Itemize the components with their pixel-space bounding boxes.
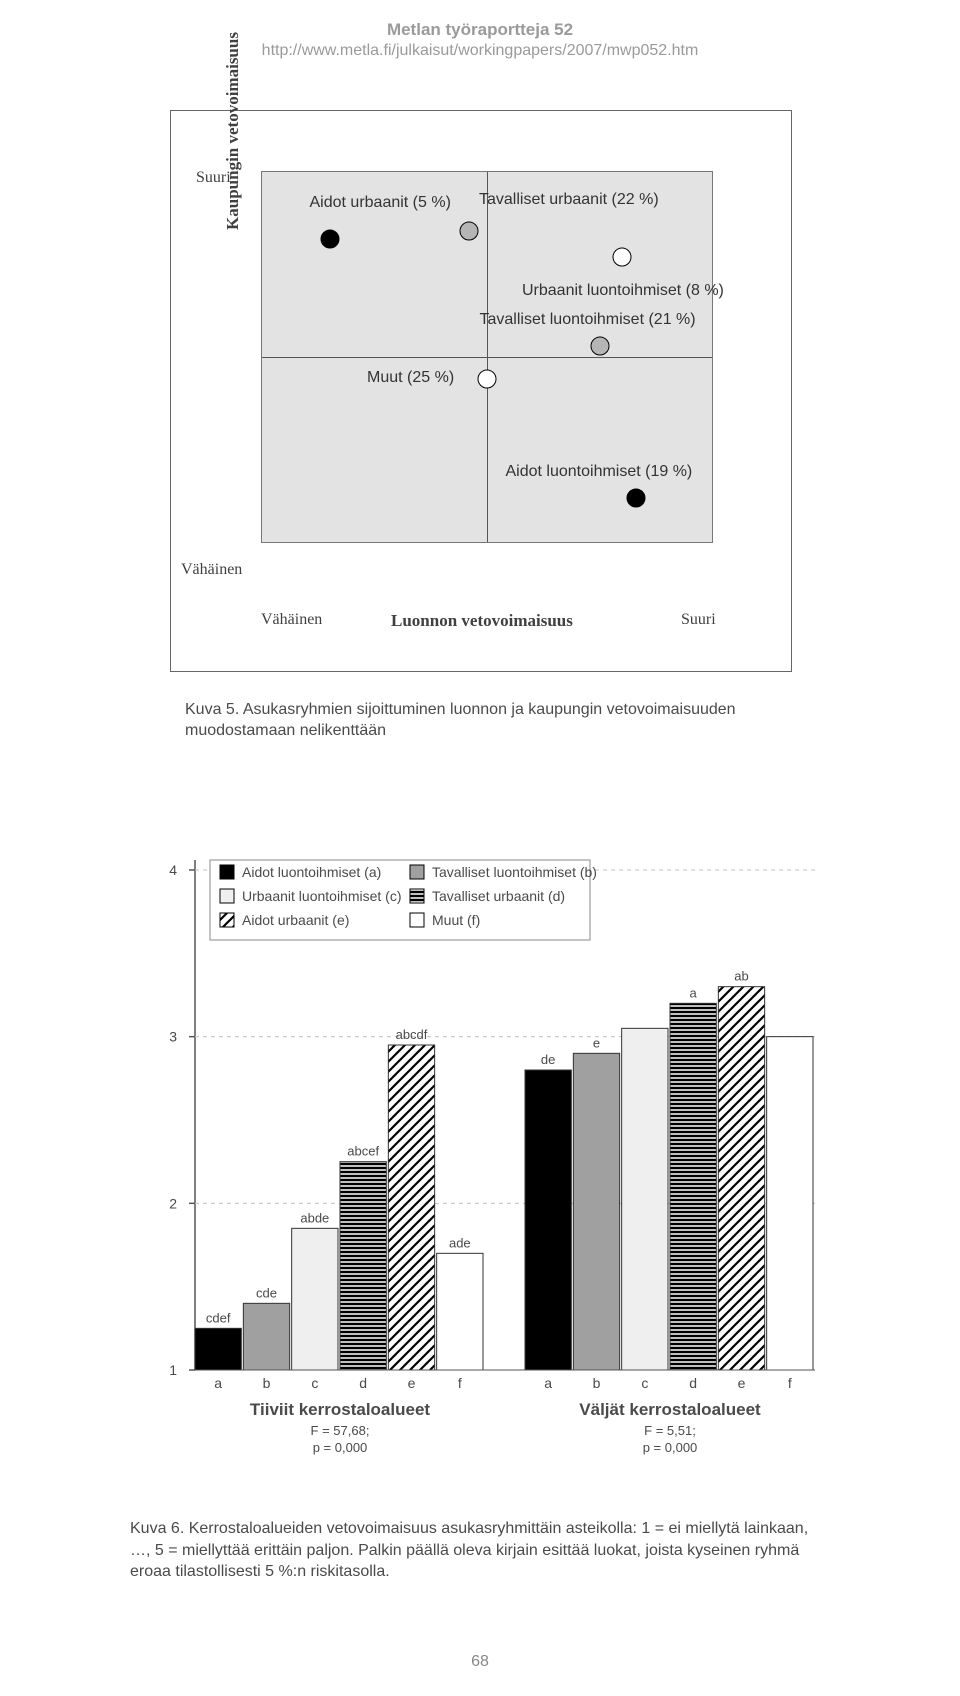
svg-text:b: b: [263, 1375, 271, 1391]
svg-text:a: a: [690, 985, 698, 1000]
svg-text:e: e: [408, 1375, 416, 1391]
header-url: http://www.metla.fi/julkaisut/workingpap…: [0, 42, 960, 60]
scatter-label: Tavalliset luontoihmiset (21 %): [480, 311, 696, 329]
svg-text:b: b: [593, 1375, 601, 1391]
scatter-point: [590, 336, 609, 355]
svg-text:e: e: [593, 1035, 600, 1050]
svg-text:Tiiviit kerrostaloalueet: Tiiviit kerrostaloalueet: [250, 1400, 430, 1419]
svg-text:e: e: [738, 1375, 746, 1391]
svg-text:Aidot urbaanit (e): Aidot urbaanit (e): [242, 912, 349, 928]
page-header: Metlan työraportteja 52 http://www.metla…: [0, 0, 960, 60]
header-title: Metlan työraportteja 52: [0, 20, 960, 40]
scatter-label: Urbaanit luontoihmiset (8 %): [522, 282, 724, 300]
bar: [340, 1162, 386, 1370]
page-container: Metlan työraportteja 52 http://www.metla…: [0, 0, 960, 1696]
svg-text:c: c: [311, 1375, 318, 1391]
bar: [195, 1328, 241, 1370]
bar: [292, 1228, 338, 1370]
fig5-plot-area: Aidot urbaanit (5 %) Tavalliset urbaanit …: [261, 171, 713, 543]
svg-text:abcdf: abcdf: [396, 1027, 428, 1042]
scatter-label: Aidot luontoihmiset (19 %): [506, 463, 693, 481]
scatter-point: [320, 229, 339, 248]
svg-text:Tavalliset urbaanit (d): Tavalliset urbaanit (d): [432, 888, 565, 904]
svg-text:2: 2: [169, 1195, 177, 1211]
figure-6-caption: Kuva 6. Kerrostaloalueiden vetovoimaisuu…: [130, 1518, 830, 1583]
bar: [388, 1045, 434, 1370]
bar: [243, 1303, 289, 1370]
svg-text:Väljät kerrostaloalueet: Väljät kerrostaloalueet: [579, 1400, 761, 1419]
svg-text:Aidot luontoihmiset (a): Aidot luontoihmiset (a): [242, 864, 381, 880]
scatter-point: [626, 488, 645, 507]
svg-text:F = 5,51;: F = 5,51;: [644, 1423, 696, 1438]
scatter-label: Muut (25 %): [367, 369, 454, 387]
figure-6-barchart: 1 2 3 4 Aidot luontoihmiset (a) Tavalliset lu…: [130, 790, 830, 1490]
page-number: 68: [0, 1653, 960, 1671]
scatter-label: Aidot urbaanit (5 %): [310, 194, 451, 212]
scatter-point: [478, 370, 497, 389]
svg-text:p = 0,000: p = 0,000: [643, 1440, 698, 1455]
svg-text:F = 57,68;: F = 57,68;: [311, 1423, 370, 1438]
bar: [622, 1028, 668, 1370]
scatter-point: [613, 248, 632, 267]
bar: [573, 1053, 619, 1370]
bar: [670, 1003, 716, 1370]
fig5-y-bottom-label: Vähäinen: [181, 561, 242, 579]
scatter-point: [460, 222, 479, 241]
svg-text:3: 3: [169, 1029, 177, 1045]
fig5-x-axis-label: Luonnon vetovoimaisuus: [391, 611, 573, 631]
bar: [767, 1037, 813, 1370]
svg-text:de: de: [541, 1052, 555, 1067]
svg-text:a: a: [544, 1375, 552, 1391]
svg-text:Tavalliset luontoihmiset (b): Tavalliset luontoihmiset (b): [432, 864, 597, 880]
svg-text:cde: cde: [256, 1285, 277, 1300]
svg-text:ade: ade: [449, 1235, 471, 1250]
svg-text:d: d: [359, 1375, 367, 1391]
svg-text:p = 0,000: p = 0,000: [313, 1440, 368, 1455]
svg-text:f: f: [788, 1375, 792, 1391]
svg-text:Urbaanit luontoihmiset (c): Urbaanit luontoihmiset (c): [242, 888, 402, 904]
bar: [437, 1253, 483, 1370]
fig5-x-left-label: Vähäinen: [261, 611, 322, 629]
figure-5-caption: Kuva 5. Asukasryhmien sijoittuminen luon…: [185, 700, 775, 742]
svg-text:f: f: [458, 1375, 462, 1391]
svg-text:abcef: abcef: [347, 1144, 379, 1159]
bar: [525, 1070, 571, 1370]
svg-text:Muut (f): Muut (f): [432, 912, 480, 928]
fig6-svg: 1 2 3 4 Aidot luontoihmiset (a) Tavalliset lu…: [130, 790, 830, 1490]
svg-text:4: 4: [169, 862, 177, 878]
bar: [718, 987, 764, 1370]
fig5-y-axis-label: Kaupungin vetovoimaisuus: [223, 11, 243, 251]
svg-text:1: 1: [169, 1362, 177, 1378]
fig5-x-right-label: Suuri: [681, 611, 716, 629]
svg-text:d: d: [689, 1375, 697, 1391]
svg-text:a: a: [214, 1375, 222, 1391]
svg-text:c: c: [641, 1375, 648, 1391]
figure-5-scatter: Suuri Kaupungin vetovoimaisuus Vähäinen …: [170, 110, 792, 672]
svg-text:ab: ab: [734, 969, 748, 984]
svg-text:abde: abde: [300, 1210, 329, 1225]
scatter-label: Tavalliset urbaanit (22 %): [479, 191, 659, 209]
svg-text:cdef: cdef: [206, 1310, 231, 1325]
